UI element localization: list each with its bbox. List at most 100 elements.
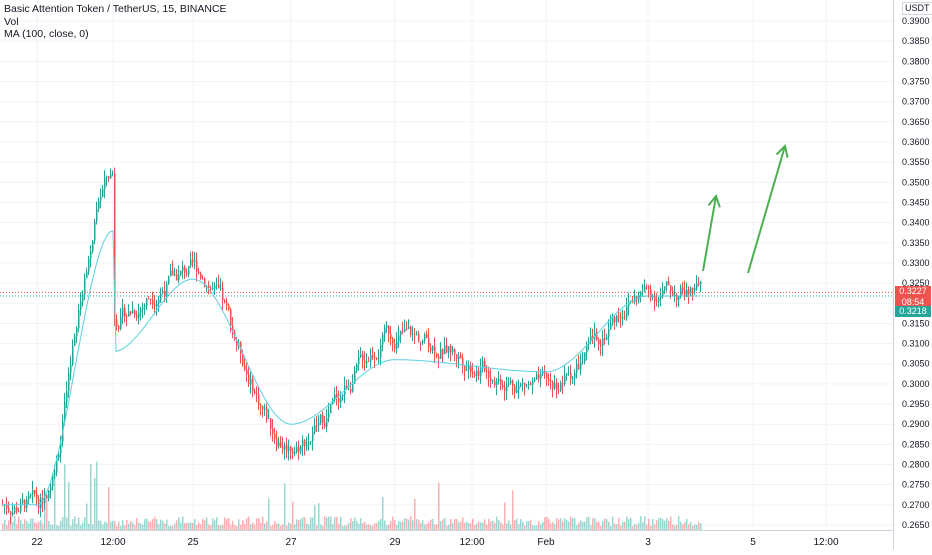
volume-bar — [560, 518, 562, 530]
volume-bar — [94, 478, 96, 530]
legend-volume[interactable]: Vol — [4, 15, 19, 28]
candle-body — [286, 444, 288, 452]
candle-body — [224, 300, 226, 303]
candle-body — [548, 378, 550, 381]
volume-bar — [664, 520, 666, 530]
volume-bar — [84, 516, 86, 530]
y-tick-label: 0.3600 — [902, 137, 930, 147]
candle-body — [434, 346, 436, 354]
volume-bar — [8, 520, 10, 530]
candle-body — [56, 458, 58, 473]
volume-bar — [254, 524, 256, 530]
volume-bar — [352, 521, 354, 530]
arrow-short-head — [707, 193, 721, 208]
volume-bar — [60, 520, 62, 530]
candle-body — [586, 344, 588, 353]
volume-bar — [518, 524, 520, 530]
candle-body — [362, 354, 364, 361]
candle-body — [282, 446, 284, 450]
legend-title[interactable]: Basic Attention Token / TetherUS, 15, BI… — [4, 3, 227, 15]
candle-body — [350, 388, 352, 392]
volume-bar — [432, 518, 434, 530]
candle-body — [430, 347, 432, 351]
x-axis[interactable]: 22 12:00 25 27 29 12:00 Feb 3 5 12:00 — [0, 530, 893, 549]
volume-bar — [500, 522, 502, 530]
candle-body — [280, 442, 282, 447]
candle-body — [622, 317, 624, 319]
y-axis[interactable]: 0.3900 0.3850 0.3800 0.3750 0.3700 0.3650 0.36… — [893, 0, 930, 550]
volume-bar — [420, 522, 422, 530]
volume-bar — [434, 524, 436, 530]
candle-body — [624, 317, 626, 319]
volume-bar — [612, 516, 614, 530]
volume-bar — [628, 519, 630, 530]
candle-body — [554, 382, 556, 389]
volume-bar — [640, 516, 642, 530]
candle-body — [142, 307, 144, 310]
volume-bar — [288, 522, 290, 530]
x-tick-label: 3 — [645, 537, 651, 548]
candle-body — [472, 372, 474, 374]
volume-bar — [234, 524, 236, 530]
candle-body — [424, 334, 426, 341]
candle-body — [180, 270, 182, 275]
volume-bar — [312, 517, 314, 530]
volume-bar — [390, 521, 392, 530]
volume-bar — [476, 523, 478, 530]
candle-body — [558, 390, 560, 391]
candle-body — [164, 290, 166, 296]
volume-bar — [138, 522, 140, 530]
volume-bar — [558, 519, 560, 530]
candle-body — [148, 298, 150, 300]
candle-body — [218, 284, 220, 289]
volume-bar — [338, 523, 340, 530]
candle-body — [6, 504, 8, 509]
candle-body — [140, 309, 142, 313]
volume-bar — [568, 521, 570, 530]
volume-bar — [578, 522, 580, 530]
volume-bar — [12, 521, 14, 530]
candle-body — [214, 285, 216, 289]
y-tick-label: 0.3550 — [902, 157, 930, 167]
x-tick-label: 25 — [187, 537, 199, 548]
volume-bar — [620, 525, 622, 530]
chart-legend: Basic Attention Token / TetherUS, 15, BI… — [4, 3, 227, 41]
candle-body — [356, 364, 358, 371]
candle-body — [30, 494, 32, 496]
volume-bar — [252, 522, 254, 530]
candle-body — [18, 511, 20, 512]
candle-body — [462, 357, 464, 366]
volume-bar — [270, 525, 272, 530]
volume-bar — [238, 519, 240, 530]
candle-body — [696, 283, 698, 288]
candle-body — [110, 173, 112, 179]
candle-body — [274, 433, 276, 439]
candle-body — [508, 383, 510, 385]
candle-body — [674, 294, 676, 296]
volume-bar — [592, 518, 594, 530]
currency-label[interactable]: USDT — [902, 2, 932, 15]
volume-bar — [168, 525, 170, 530]
volume-bar — [132, 522, 134, 530]
volume-bar — [480, 522, 482, 530]
candle-body — [156, 303, 158, 307]
volume-bar — [604, 518, 606, 530]
candle-body — [196, 260, 198, 272]
candle-body — [414, 333, 416, 335]
volume-bar — [128, 523, 130, 530]
candle-body — [78, 309, 80, 329]
candle-body — [368, 361, 370, 363]
legend-ma[interactable]: MA (100, close, 0) — [4, 28, 89, 40]
volume-bar — [228, 517, 230, 530]
candle-body — [352, 383, 354, 392]
volume-bar — [682, 524, 684, 530]
volume-bar — [220, 525, 222, 530]
volume-bar — [90, 464, 92, 530]
candle-body — [330, 404, 332, 413]
volume-bar — [478, 521, 480, 530]
y-tick-label: 0.3750 — [902, 76, 930, 86]
candle-body — [300, 446, 302, 452]
candle-body — [650, 289, 652, 298]
